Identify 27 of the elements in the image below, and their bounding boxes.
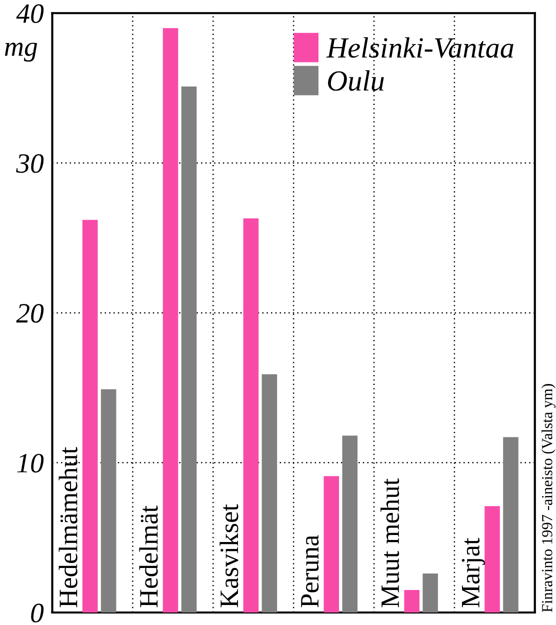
y-axis-title: mg: [4, 42, 38, 62]
bar: [82, 220, 98, 612]
legend-label: Oulu: [328, 70, 384, 91]
bar: [243, 218, 259, 612]
y-tick-label: 10: [17, 454, 44, 473]
x-tick-label: Hedelmämehut: [58, 446, 78, 608]
bar: [342, 436, 358, 612]
bar: [181, 86, 197, 612]
x-tick-label: Hedelmät: [139, 506, 158, 608]
bar: [404, 590, 420, 612]
text: Finravinto 1997 -aineisto (Valsta ym): [542, 384, 556, 612]
x-tick-label: Peruna: [301, 535, 319, 608]
x-tick-label: Kasvikset: [220, 504, 238, 608]
bar: [100, 389, 116, 612]
bar: [484, 506, 500, 612]
y-tick-label: 0: [31, 604, 44, 622]
bar: [422, 574, 438, 612]
bar: [324, 476, 340, 612]
x-tick-label: Muut mehut: [380, 478, 400, 608]
bar: [162, 28, 178, 612]
bar: [503, 437, 518, 612]
y-tick-label: 30: [16, 154, 44, 173]
legend-label: Helsinki-Vantaa: [326, 37, 514, 58]
y-tick-label: 20: [16, 304, 44, 323]
x-tick-label: Marjat: [462, 538, 485, 608]
y-tick-label: 40: [16, 4, 44, 24]
bar: [262, 374, 278, 612]
